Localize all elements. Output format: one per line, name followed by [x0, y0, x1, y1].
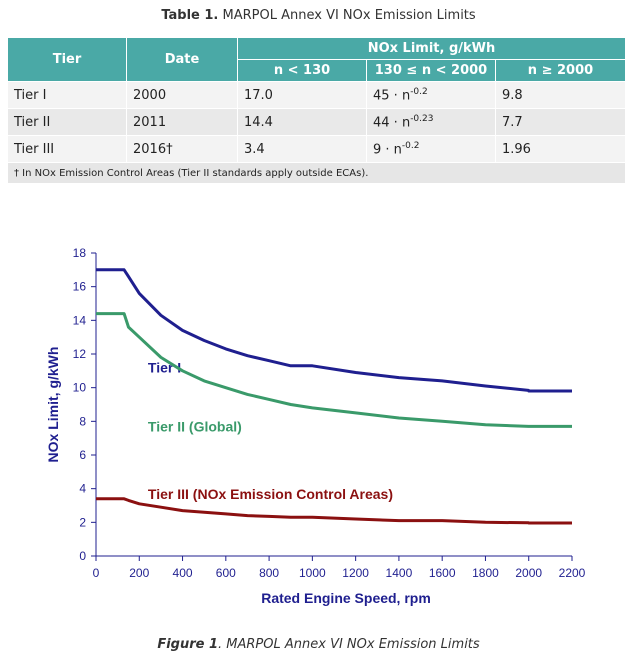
cell-mid-exp: -0.2	[401, 140, 420, 151]
x-tick-label: 1200	[342, 566, 369, 580]
cell-tier: Tier I	[7, 81, 127, 109]
cell-mid: 9 · n-0.2	[366, 135, 496, 163]
header-date: Date	[126, 37, 238, 82]
series-line	[96, 268, 572, 393]
table-row: Tier II 2011 14.4 44 · n-0.23 7.7	[7, 108, 626, 136]
x-tick-label: 2000	[515, 566, 542, 580]
x-tick-label: 400	[173, 566, 193, 580]
cell-mid-coef: 9 · n	[373, 142, 402, 158]
cell-low: 3.4	[237, 135, 367, 163]
cell-low: 14.4	[237, 108, 367, 136]
header-n-low: n < 130	[237, 59, 367, 82]
x-tick-label: 800	[259, 566, 279, 580]
series-line	[96, 312, 572, 428]
cell-mid: 44 · n-0.23	[366, 108, 496, 136]
table-row: Tier III 2016† 3.4 9 · n-0.2 1.96	[7, 135, 626, 163]
header-n-mid: 130 ≤ n < 2000	[366, 59, 496, 82]
y-tick-label: 16	[73, 280, 87, 294]
series-label: Tier II (Global)	[148, 418, 242, 434]
x-tick-label: 2200	[559, 566, 586, 580]
header-nox-limit: NOx Limit, g/kWh	[237, 37, 626, 60]
table-row: Tier I 2000 17.0 45 · n-0.2 9.8	[7, 81, 626, 109]
table-caption-label: Table 1.	[161, 8, 219, 23]
cell-date: 2016†	[126, 135, 238, 163]
cell-high: 9.8	[495, 81, 626, 109]
cell-high: 1.96	[495, 135, 626, 163]
y-tick-label: 8	[79, 414, 86, 428]
y-tick-label: 14	[73, 313, 87, 327]
y-tick-label: 12	[73, 347, 87, 361]
y-tick-label: 4	[79, 482, 86, 496]
figure-caption-text: . MARPOL Annex VI NOx Emission Limits	[218, 637, 480, 652]
series-line	[96, 497, 572, 525]
cell-date: 2011	[126, 108, 238, 136]
cell-mid-coef: 44 · n	[373, 115, 411, 131]
y-tick-label: 10	[73, 381, 87, 395]
x-tick-label: 0	[93, 566, 100, 580]
cell-mid-exp: -0.2	[410, 86, 428, 97]
nox-limits-table: Tier Date NOx Limit, g/kWh n < 130 130 ≤…	[7, 37, 626, 184]
figure-caption-label: Figure 1	[157, 637, 219, 652]
cell-low: 17.0	[237, 81, 367, 109]
table-caption: Table 1. MARPOL Annex VI NOx Emission Li…	[0, 8, 637, 23]
x-tick-label: 200	[129, 566, 149, 580]
y-tick-label: 0	[79, 549, 86, 563]
cell-mid-exp: -0.23	[410, 113, 434, 124]
y-tick-label: 18	[73, 246, 87, 260]
x-tick-label: 1600	[429, 566, 456, 580]
x-tick-label: 1400	[386, 566, 413, 580]
table-footnote: † In NOx Emission Control Areas (Tier II…	[7, 162, 626, 184]
cell-date: 2000	[126, 81, 238, 109]
cell-tier: Tier III	[7, 135, 127, 163]
table-caption-text: MARPOL Annex VI NOx Emission Limits	[218, 8, 476, 23]
header-n-high: n ≥ 2000	[495, 59, 626, 82]
header-tier: Tier	[7, 37, 127, 82]
x-tick-label: 1800	[472, 566, 499, 580]
x-tick-label: 1000	[299, 566, 326, 580]
y-tick-label: 2	[79, 515, 86, 529]
x-tick-label: 600	[216, 566, 236, 580]
cell-mid: 45 · n-0.2	[366, 81, 496, 109]
cell-tier: Tier II	[7, 108, 127, 136]
nox-limit-chart: 0 2 4 6 8 10 12 14 16 18 0 200 400 600 800 1000 1200 1400…	[45, 246, 586, 606]
figure-caption: Figure 1. MARPOL Annex VI NOx Emission L…	[0, 637, 637, 652]
series-label: Tier III (NOx Emission Control Areas)	[148, 486, 393, 502]
y-tick-label: 6	[79, 448, 86, 462]
cell-mid-coef: 45 · n	[373, 88, 411, 104]
cell-high: 7.7	[495, 108, 626, 136]
x-axis-title: Rated Engine Speed, rpm	[261, 590, 431, 606]
y-axis-title: NOx Limit, g/kWh	[45, 347, 61, 463]
